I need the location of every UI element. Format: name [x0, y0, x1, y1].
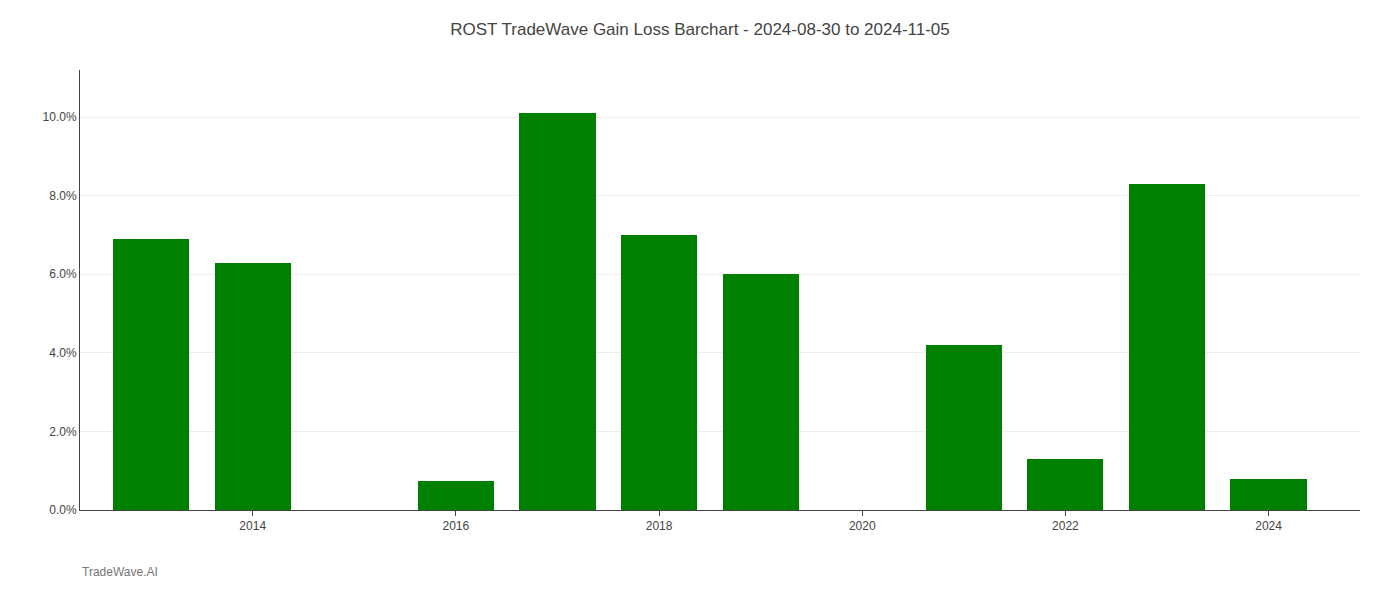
svg-text:0.0%: 0.0% — [49, 503, 77, 517]
svg-text:2014: 2014 — [239, 519, 266, 533]
svg-text:2024: 2024 — [1255, 519, 1282, 533]
svg-text:8.0%: 8.0% — [49, 189, 77, 203]
svg-text:2018: 2018 — [646, 519, 673, 533]
svg-text:2020: 2020 — [849, 519, 876, 533]
svg-text:2.0%: 2.0% — [49, 425, 77, 439]
svg-text:10.0%: 10.0% — [43, 110, 77, 124]
svg-text:ROST TradeWave Gain Loss Barch: ROST TradeWave Gain Loss Barchart - 2024… — [450, 20, 950, 39]
svg-text:2016: 2016 — [443, 519, 470, 533]
svg-text:4.0%: 4.0% — [49, 346, 77, 360]
svg-text:TradeWave.AI: TradeWave.AI — [82, 565, 158, 579]
svg-text:2022: 2022 — [1052, 519, 1079, 533]
svg-text:6.0%: 6.0% — [49, 267, 77, 281]
